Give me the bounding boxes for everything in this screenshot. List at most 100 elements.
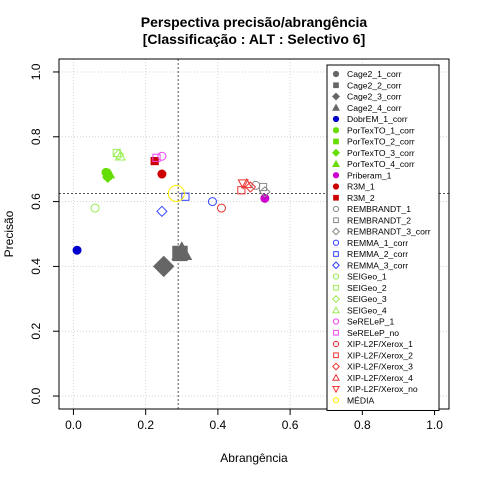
data-point-MÉDIA-0 [167,184,185,202]
x-tick-label: 0.2 [137,418,154,432]
legend-label: XIP-L2F/Xerox_no [347,384,418,394]
legend-label: DobrEM_1_corr [347,114,408,124]
legend-symbol-PorTexTO_3_corr [332,148,340,157]
data-point-REMBRANDT_2-0 [258,182,268,192]
data-point-XIP-L2F/Xerox_no-0 [237,179,249,190]
data-point-XIP-L2F/Xerox_2-0 [237,186,246,195]
legend-label: SEIGeo_1 [347,272,387,282]
legend-symbol-SEIGeo_4 [332,306,340,314]
legend-symbol-SeRELeP_no [333,329,339,336]
data-point-SEIGeo_2-0 [112,148,121,158]
data-point-XIP-L2F/Xerox_4-0 [241,177,253,189]
data-point-XIP-L2F/Xerox_1-0 [217,203,226,213]
legend-symbol-Cage2_2_corr [333,82,339,89]
legend-label: SEIGeo_3 [347,294,387,304]
legend-label: Priberam_1 [347,170,392,180]
legend-label: Cage2_2_corr [347,80,402,90]
data-point-Priberam_1-0 [260,193,270,203]
data-point-PorTexTO_4_corr-0 [103,168,116,179]
x-tick-label: 0.6 [282,418,299,432]
legend-symbol-SEIGeo_1 [332,273,340,280]
legend-symbol-Cage2_1_corr [332,70,340,78]
legend-symbol-XIP-L2F/Xerox_1 [332,340,340,348]
legend-symbol-REMMA_3_corr [332,261,340,270]
data-point-Cage2_3_corr-0 [153,255,175,278]
legend-label: REMBRANDT_1 [347,204,411,214]
legend-label: PorTexTO_3_corr [347,148,415,158]
legend-label: PorTexTO_2_corr [347,137,415,147]
y-tick-label: 1.0 [29,63,43,80]
x-tick-label: 0.0 [65,418,82,432]
legend-label: SeRELeP_1 [347,317,395,327]
legend-label: PorTexTO_4_corr [347,159,415,169]
y-tick-label: 0.8 [29,128,43,145]
y-axis-label: Precisão [2,210,16,257]
legend-symbol-Cage2_4_corr [332,103,340,111]
legend-symbol-PorTexTO_4_corr [332,159,340,167]
legend-label: SEIGeo_2 [347,283,387,293]
legend-label: PorTexTO_1_corr [347,125,415,135]
legend-symbol-REMMA_1_corr [332,239,340,246]
legend-symbol-XIP-L2F/Xerox_2 [333,352,339,359]
legend-symbol-R3M_1 [332,183,340,190]
legend-label: REMMA_1_corr [347,238,408,248]
legend-label: Cage2_3_corr [347,92,402,102]
data-point-R3M_1-0 [157,169,167,179]
axis-ticks: 0.0 0.0 0.2 0.2 0.4 0.4 0.6 0.6 0.8 0.8 1.0 1.0 [29,63,443,432]
legend-symbol-MÉDIA [332,397,340,404]
legend-label: REMMA_3_corr [347,260,408,270]
legend-symbol-DobrEM_1_corr [332,115,340,123]
legend-symbol-REMMA_2_corr [333,251,339,257]
data-point-SeRELeP_1-0 [157,151,167,161]
data-point-SEIGeo_1-0 [90,203,100,213]
legend-label: SEIGeo_4 [347,305,387,315]
legend-symbol-SEIGeo_2 [333,284,339,291]
legend-label: SeRELeP_no [347,328,399,338]
data-point-DobrEM_1_corr-0 [72,245,82,255]
data-point-XIP-L2F/Xerox_3-0 [244,181,257,193]
legend-symbol-REMBRANDT_2 [333,217,339,224]
legend-symbol-REMBRANDT_1 [332,205,340,213]
legend-label: XIP-L2F/Xerox_4 [347,373,413,383]
chart-title: Perspectiva precisão/abrangência [141,14,368,30]
legend-label: Cage2_1_corr [347,69,402,79]
legend-label: MÉDIA [347,395,374,405]
legend-symbol-R3M_2 [333,194,339,201]
legend-symbol-XIP-L2F/Xerox_no [332,386,340,394]
data-point-REMBRANDT_1-0 [251,180,261,190]
data-point-Cage2_4_corr-0 [171,241,193,261]
data-point-REMMA_3_corr-0 [156,205,168,218]
data-point-REMMA_1_corr-0 [207,197,217,207]
legend-label: XIP-L2F/Xerox_2 [347,350,413,360]
x-tick-label: 1.0 [426,418,443,432]
y-tick-label: 0.0 [29,387,43,404]
x-tick-label: 0.8 [354,418,371,432]
legend-label: Cage2_4_corr [347,103,402,113]
legend-label: XIP-L2F/Xerox_1 [347,339,413,349]
chart-subtitle: [Classificação : ALT : Selectivo 6] [143,31,366,47]
data-point-SEIGeo_4-0 [114,150,127,161]
legend-label: R3M_1 [347,182,375,192]
legend-symbol-SeRELeP_1 [332,318,340,325]
legend-symbol-XIP-L2F/Xerox_4 [332,373,340,381]
legend-label: REMMA_2_corr [347,249,408,259]
x-axis-label: Abrangência [220,451,288,465]
legend-label: R3M_2 [347,193,375,203]
legend-symbol-Cage2_3_corr [332,92,340,101]
legend-symbol-PorTexTO_1_corr [332,127,340,134]
legend-label: REMBRANDT_3_corr [347,227,431,237]
legend-label: XIP-L2F/Xerox_3 [347,362,413,372]
legend-label: REMBRANDT_2 [347,215,411,225]
legend-symbol-XIP-L2F/Xerox_3 [332,362,340,371]
x-tick-label: 0.4 [210,418,227,432]
legend-symbol-REMBRANDT_3_corr [332,227,340,236]
legend-symbol-SEIGeo_3 [332,295,340,303]
data-points [72,148,271,278]
plot-frame [58,58,450,410]
y-tick-label: 0.6 [29,193,43,210]
data-point-SeRELeP_no-0 [152,153,161,162]
legend-symbol-Priberam_1 [332,172,340,179]
legend-box [326,64,440,411]
